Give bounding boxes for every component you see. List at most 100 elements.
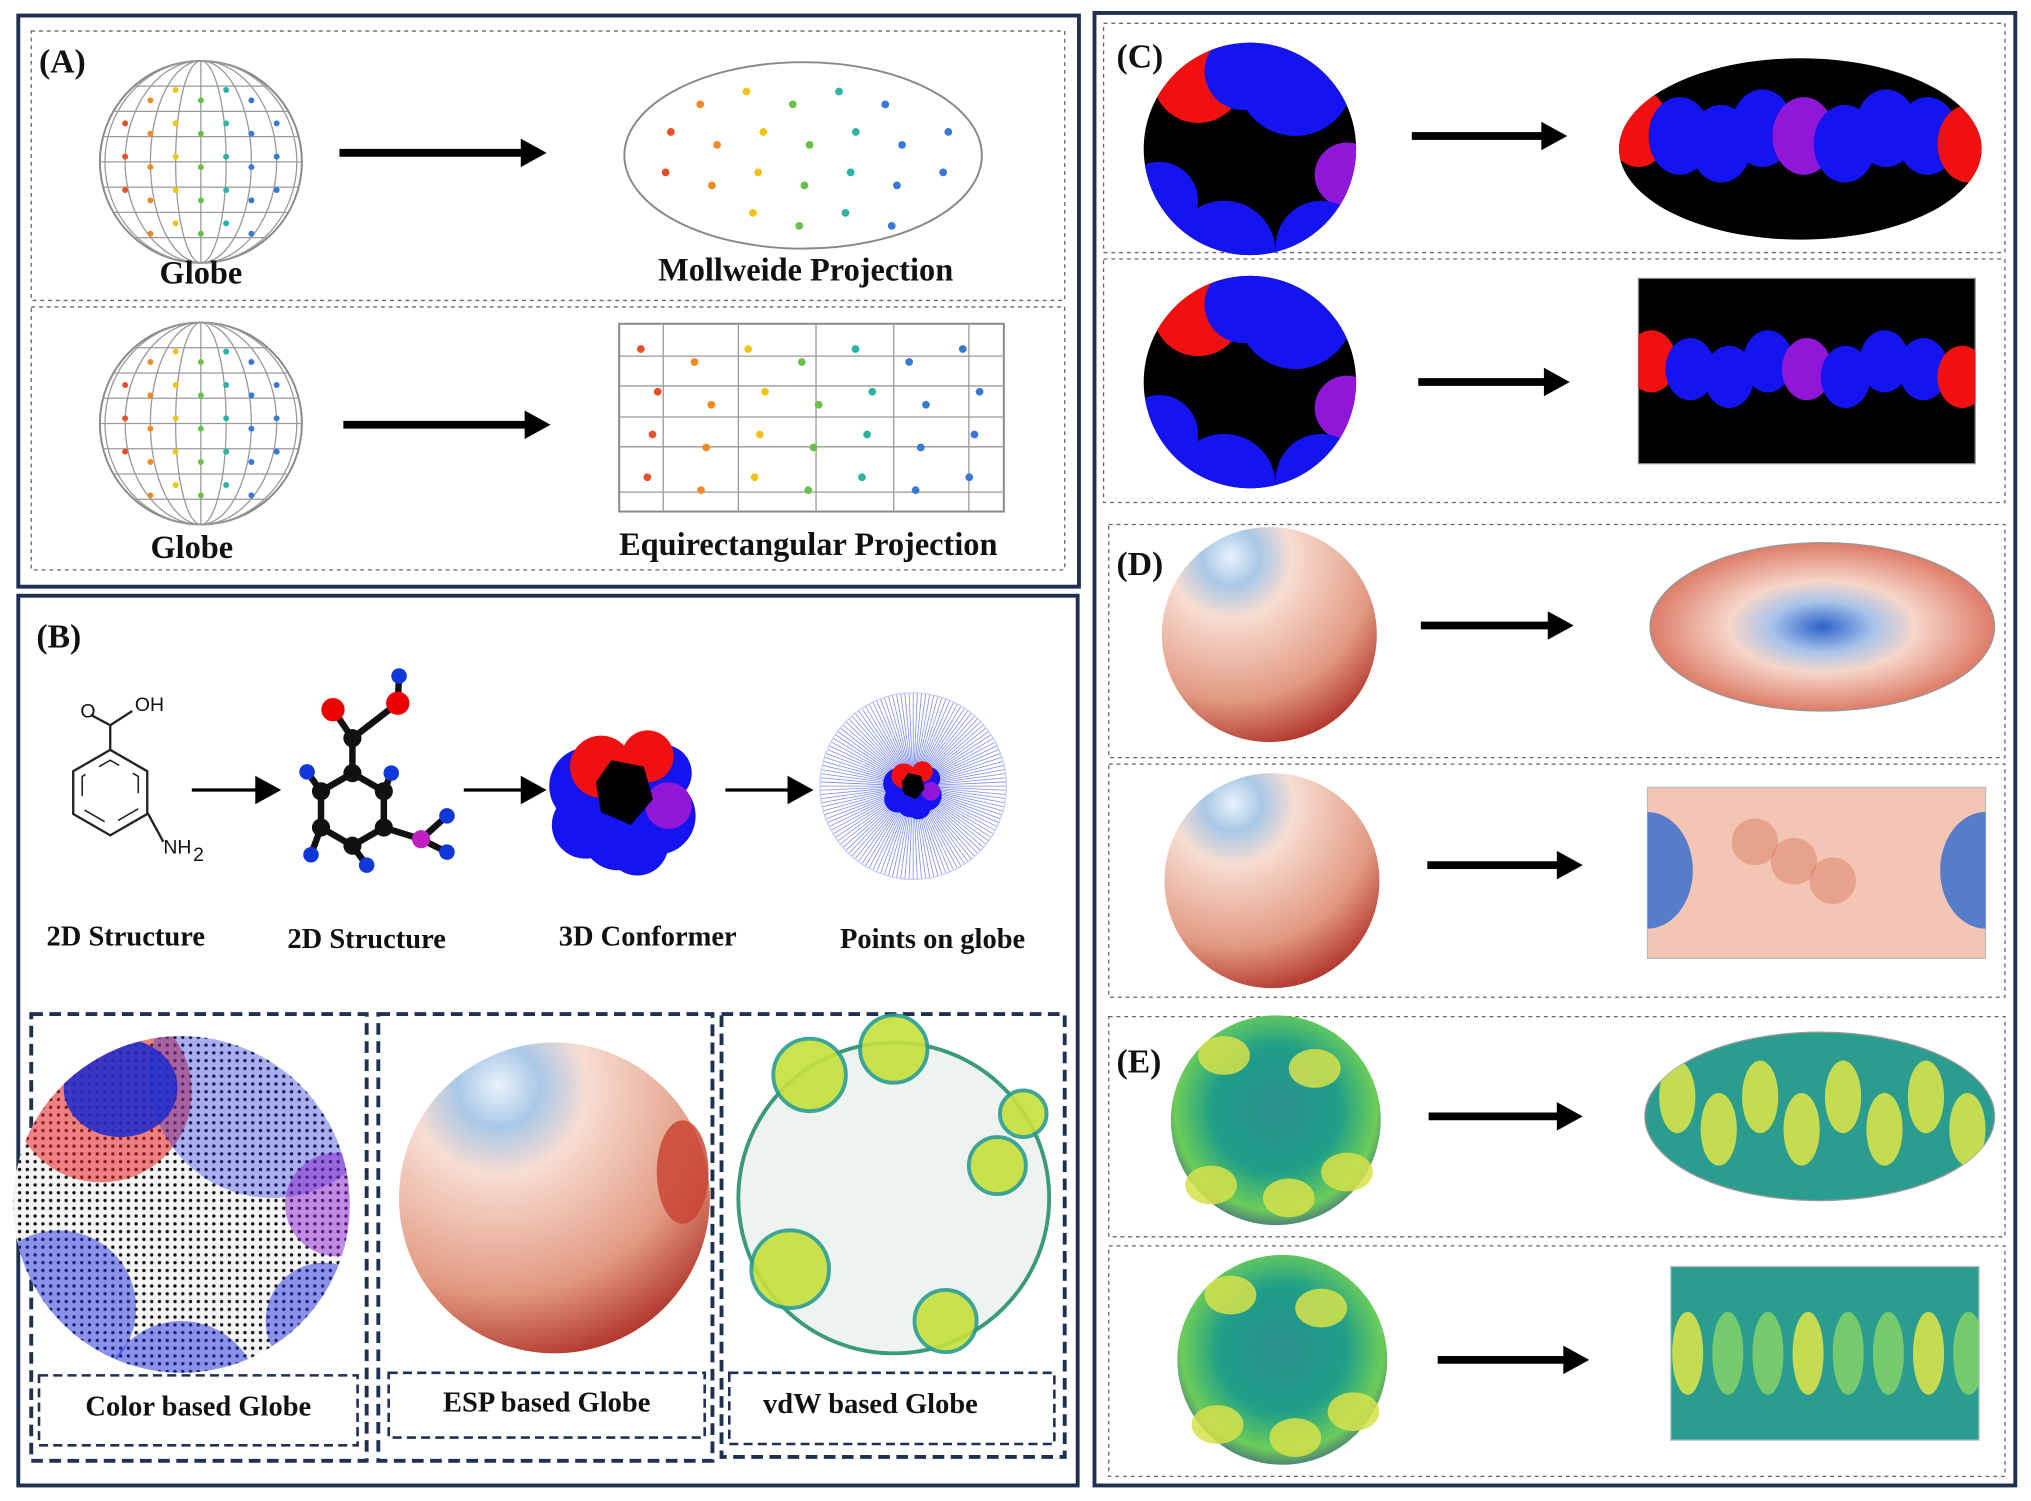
globe-point xyxy=(223,448,230,455)
globe-point xyxy=(223,415,230,422)
surface-patch xyxy=(1872,1311,1904,1395)
atom-label: O xyxy=(80,700,95,722)
map-patch xyxy=(1937,104,1982,183)
clipped-group xyxy=(1672,1311,1980,1395)
globe-point xyxy=(147,197,154,204)
clipped-group xyxy=(1647,812,1986,929)
map-point xyxy=(809,443,818,452)
globe-point xyxy=(197,425,204,432)
map-point xyxy=(800,181,809,190)
map-patch xyxy=(1859,330,1910,393)
arrow-head xyxy=(1547,611,1574,640)
map-point xyxy=(805,141,814,149)
map-point xyxy=(744,345,753,353)
atom xyxy=(303,846,319,863)
globe-point xyxy=(248,164,255,171)
panel-label: (A) xyxy=(39,43,86,80)
atom-patch xyxy=(1204,42,1283,111)
atom xyxy=(299,764,315,780)
globe-point xyxy=(122,120,129,127)
surface-patch xyxy=(1262,1178,1315,1218)
map-point xyxy=(905,358,914,366)
globe-point xyxy=(172,187,179,194)
globe-outline xyxy=(819,692,1008,881)
map-point xyxy=(841,208,850,217)
atom xyxy=(321,698,345,722)
clipped-group xyxy=(1619,89,1982,183)
panel-a-top-box xyxy=(30,30,1066,302)
arrow-head xyxy=(1541,121,1568,151)
map-point xyxy=(653,387,662,396)
globe-point xyxy=(172,448,179,455)
atom xyxy=(439,808,455,824)
globe-point xyxy=(122,381,129,388)
atom-patch xyxy=(1143,395,1199,473)
atom xyxy=(391,668,407,684)
map-point xyxy=(666,128,675,136)
globe-point xyxy=(172,87,179,94)
panel-label: (C) xyxy=(1117,38,1164,75)
surface-patch xyxy=(285,1152,350,1257)
globe-point xyxy=(248,459,255,465)
arrow-head xyxy=(1543,367,1570,397)
surface-patch xyxy=(1659,1060,1696,1134)
atom-sphere xyxy=(645,782,692,829)
globe-point xyxy=(172,348,179,355)
atom-patch xyxy=(1314,375,1357,441)
globe-point xyxy=(273,120,280,127)
globe-point xyxy=(172,120,179,127)
globe-point xyxy=(122,415,129,422)
globe-point xyxy=(197,392,204,399)
arrow-head xyxy=(255,775,282,805)
globe-point xyxy=(197,230,204,237)
map-point xyxy=(922,400,930,409)
panel-e-top-box xyxy=(1108,1015,2006,1238)
atom xyxy=(411,830,431,849)
atom-label: NH xyxy=(163,836,191,858)
step-caption: 2D Structure xyxy=(47,921,206,952)
arrow-head xyxy=(1556,850,1583,880)
panel-d-bottom-box xyxy=(1108,763,2006,998)
atom-patch xyxy=(1314,142,1357,208)
surface-patch xyxy=(1824,1060,1862,1134)
atom xyxy=(383,765,400,781)
globe-point xyxy=(248,97,255,104)
globe-point xyxy=(248,359,255,365)
panel-label: (B) xyxy=(36,619,81,656)
globe-point xyxy=(147,492,154,499)
atom-patch xyxy=(1275,433,1357,489)
atom-patch xyxy=(1143,161,1199,240)
atom-sphere xyxy=(905,794,931,820)
map-point xyxy=(881,100,890,109)
caption: Globe xyxy=(150,530,233,566)
map-point xyxy=(804,486,813,495)
map-point xyxy=(750,473,759,482)
map-point xyxy=(702,443,711,452)
surface-patch xyxy=(1204,1275,1257,1315)
map-point xyxy=(697,486,705,495)
surface-patch xyxy=(1742,1060,1779,1134)
globe-point xyxy=(197,97,204,104)
globe-point xyxy=(248,130,255,137)
map-point xyxy=(636,345,645,353)
panel-e-bottom-box xyxy=(1108,1245,2006,1478)
map-point xyxy=(846,168,855,177)
map-point xyxy=(707,400,716,409)
surface-patch xyxy=(1752,1311,1784,1395)
panel-label: (E) xyxy=(1117,1043,1162,1080)
vdw-globe-label-box xyxy=(727,1371,1056,1446)
surface-patch xyxy=(771,1036,848,1114)
esp-globe-label-box xyxy=(387,1371,706,1439)
color-globe-box xyxy=(29,1012,369,1463)
map-point xyxy=(788,100,797,109)
surface-patch xyxy=(656,1120,709,1224)
map-point xyxy=(754,168,763,177)
map-point xyxy=(835,87,843,96)
surface-patch xyxy=(1792,1311,1824,1395)
globe-point xyxy=(248,230,255,237)
map-patch xyxy=(1898,338,1949,401)
map-point xyxy=(965,473,974,482)
color-globe-label-box xyxy=(37,1374,359,1447)
globe-point xyxy=(147,359,154,365)
